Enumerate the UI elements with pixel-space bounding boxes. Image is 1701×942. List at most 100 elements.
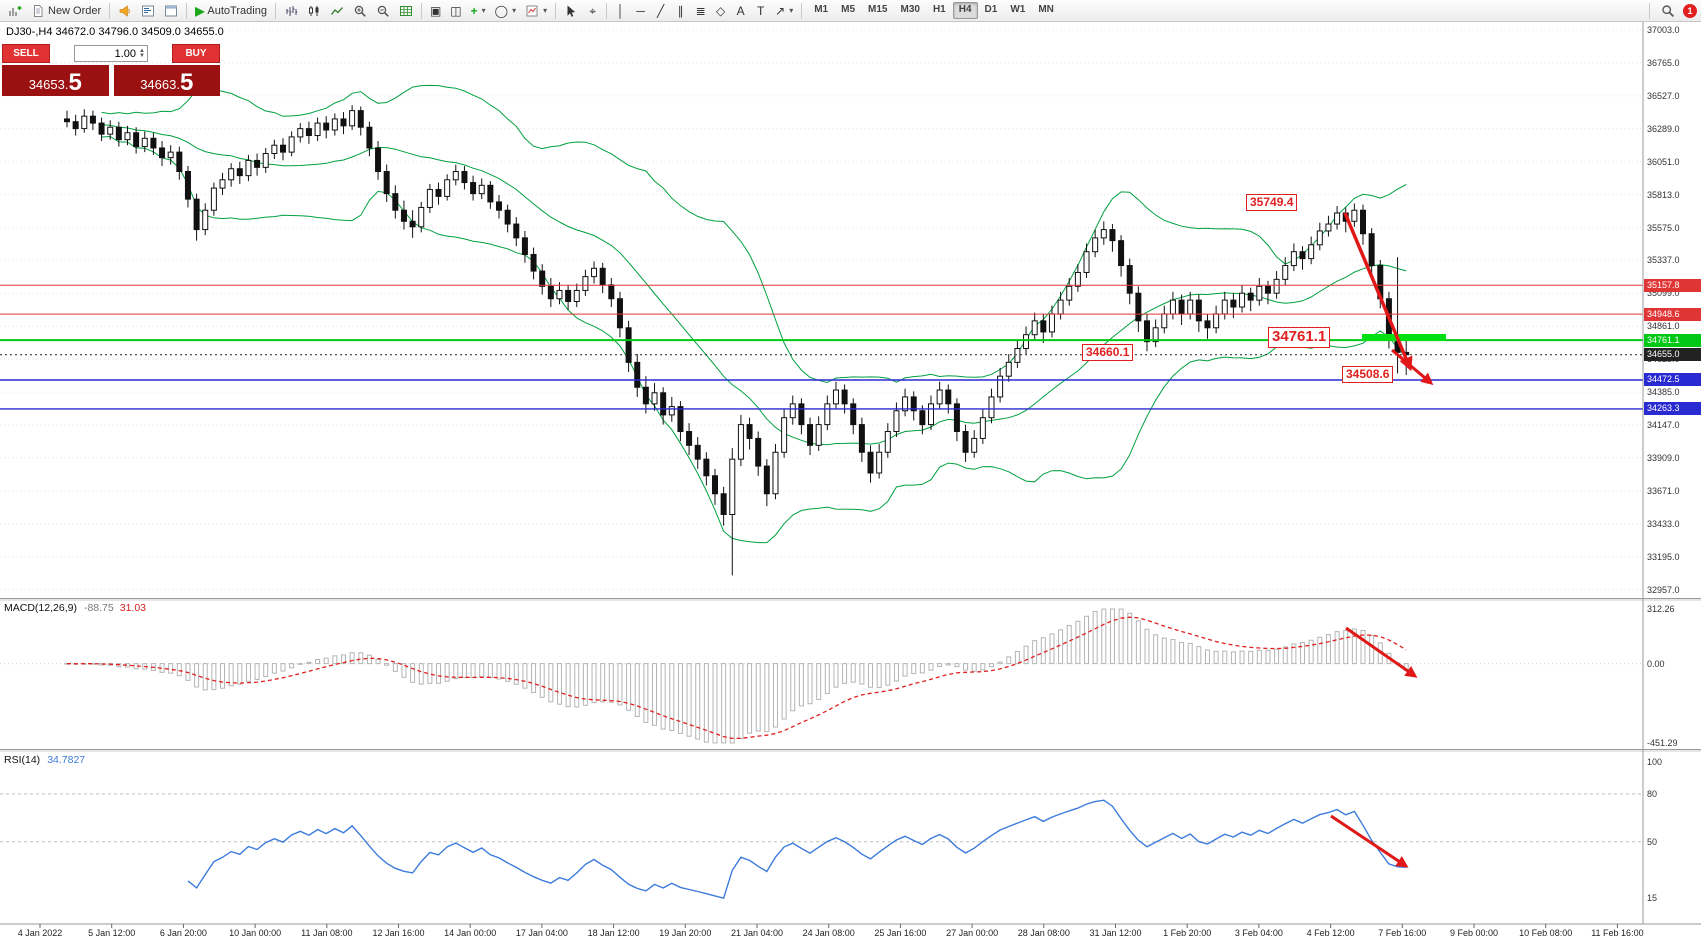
- chart-canvas[interactable]: [0, 22, 1643, 598]
- macd-histogram-bar: [695, 663, 701, 740]
- timeframe-button-m5[interactable]: M5: [841, 4, 856, 15]
- candle: [712, 475, 718, 495]
- timeframe-button-m30[interactable]: M30: [900, 4, 920, 15]
- buy-button[interactable]: BUY: [172, 44, 220, 63]
- macd-histogram-bar: [1256, 649, 1262, 665]
- candle: [1074, 271, 1081, 287]
- macd-histogram-bar: [781, 663, 787, 720]
- macd-histogram-bar: [1343, 630, 1349, 665]
- strategy-tester-button[interactable]: [395, 1, 417, 20]
- market-watch-icon: [142, 5, 155, 16]
- objects-list-button[interactable]: ◯ ▾: [491, 1, 520, 20]
- price-axis[interactable]: [1643, 22, 1701, 924]
- timeframe-button-m15[interactable]: M15: [868, 4, 888, 15]
- candle: [807, 424, 814, 446]
- market-watch-button[interactable]: [137, 1, 159, 20]
- cursor-button[interactable]: [560, 1, 582, 20]
- stepper-up-icon[interactable]: ▲: [139, 47, 145, 54]
- candle: [910, 396, 917, 412]
- macd-histogram-bar: [289, 663, 295, 669]
- sell-price[interactable]: 34653. 5: [2, 65, 109, 96]
- rsi-panel[interactable]: [0, 752, 1643, 924]
- timeframe-group: M1 M5 M15 M30 H1 H4 D1 W1 MN: [808, 2, 1060, 19]
- panel-separator-macd[interactable]: [0, 596, 1643, 602]
- toolbar-separator: [801, 2, 803, 19]
- sell-button[interactable]: SELL: [2, 44, 50, 63]
- timeframe-button-d1[interactable]: D1: [984, 4, 998, 15]
- new-chart-button[interactable]: [4, 1, 26, 20]
- chevron-down-icon: ▾: [481, 6, 486, 15]
- macd-histogram-bar: [1360, 630, 1366, 665]
- macd-panel[interactable]: [0, 601, 1643, 749]
- arrows-button[interactable]: ↗ ▾: [771, 1, 797, 20]
- buy-price[interactable]: 34663. 5: [113, 65, 220, 96]
- vertical-line-button[interactable]: │: [611, 1, 630, 20]
- crosshair-button[interactable]: ⌖: [583, 1, 602, 20]
- annotation-label-34660.1[interactable]: 34660.1: [1082, 344, 1134, 361]
- time-axis[interactable]: [0, 924, 1643, 942]
- volume-field[interactable]: 1.00 ▲ ▼: [74, 45, 148, 62]
- cascade-windows-button[interactable]: ◫: [446, 1, 465, 20]
- fibonacci-button[interactable]: ≣: [691, 1, 710, 20]
- horizontal-line-button[interactable]: ─: [631, 1, 650, 20]
- timeframe-button-h4[interactable]: H4: [952, 2, 978, 19]
- candle: [1351, 209, 1358, 222]
- candle: [565, 289, 572, 303]
- channel-button[interactable]: ∥: [671, 1, 690, 20]
- macd-histogram-bar: [1239, 650, 1245, 665]
- toolbar-separator: [420, 2, 422, 19]
- macd-histogram-bar: [349, 652, 355, 665]
- zoom-out-button[interactable]: [372, 1, 394, 20]
- zoom-in-button[interactable]: [349, 1, 371, 20]
- candle: [815, 424, 822, 446]
- macd-histogram-bar: [626, 663, 632, 711]
- macd-histogram-bar: [1161, 637, 1167, 665]
- annotation-label-34508.6[interactable]: 34508.6: [1342, 366, 1394, 383]
- panel-separator-rsi[interactable]: [0, 747, 1643, 753]
- templates-button[interactable]: ▾: [521, 1, 551, 20]
- candle: [979, 417, 986, 439]
- candle: [1334, 212, 1341, 225]
- stepper-down-icon[interactable]: ▼: [139, 52, 145, 59]
- bollinger-middle-band: [101, 124, 1407, 446]
- candle: [686, 431, 693, 446]
- text-button[interactable]: A: [731, 1, 750, 20]
- timeframe-button-m1[interactable]: M1: [814, 4, 829, 15]
- text-label-button[interactable]: T: [751, 1, 770, 20]
- shapes-button[interactable]: ◇: [711, 1, 730, 20]
- timeframe-button-w1[interactable]: W1: [1010, 4, 1026, 15]
- rsi-indicator-label: RSI(14) 34.7827: [4, 754, 85, 766]
- volume-stepper[interactable]: ▲ ▼: [139, 47, 145, 59]
- notification-badge[interactable]: 1: [1683, 3, 1697, 18]
- annotation-label-35749.4[interactable]: 35749.4: [1246, 194, 1298, 211]
- macd-histogram-bar: [1153, 634, 1159, 665]
- macd-histogram-bar: [306, 661, 312, 665]
- macd-value-main: -88.75: [83, 602, 114, 614]
- candle: [236, 168, 243, 177]
- macd-histogram-bar: [410, 663, 416, 683]
- candlestick-chart-button[interactable]: [303, 1, 325, 20]
- tile-windows-button[interactable]: ▣: [426, 1, 445, 20]
- candle: [694, 444, 701, 460]
- macd-histogram-bar: [1023, 645, 1029, 665]
- candle: [340, 118, 347, 127]
- search-button[interactable]: [1657, 1, 1679, 20]
- macd-histogram-bar: [608, 663, 614, 703]
- new-order-button[interactable]: New Order: [27, 1, 105, 20]
- bar-chart-button[interactable]: [280, 1, 302, 20]
- data-window-button[interactable]: [160, 1, 182, 20]
- alerts-button[interactable]: [114, 1, 136, 20]
- macd-histogram-bar: [202, 663, 208, 691]
- trend-line-button[interactable]: ╱: [651, 1, 670, 20]
- timeframe-button-h1[interactable]: H1: [932, 4, 946, 15]
- timeframe-button-mn[interactable]: MN: [1038, 4, 1054, 15]
- buy-price-big-digit: 5: [179, 69, 194, 96]
- annotation-label-34761.1[interactable]: 34761.1: [1268, 327, 1331, 348]
- autotrading-button[interactable]: ▶ AutoTrading: [191, 1, 271, 20]
- indicators-button[interactable]: + ▾: [467, 1, 490, 20]
- candle: [133, 132, 140, 148]
- candle: [219, 179, 226, 189]
- line-chart-button[interactable]: [326, 1, 348, 20]
- macd-histogram-bar: [712, 663, 718, 744]
- candle: [478, 184, 485, 195]
